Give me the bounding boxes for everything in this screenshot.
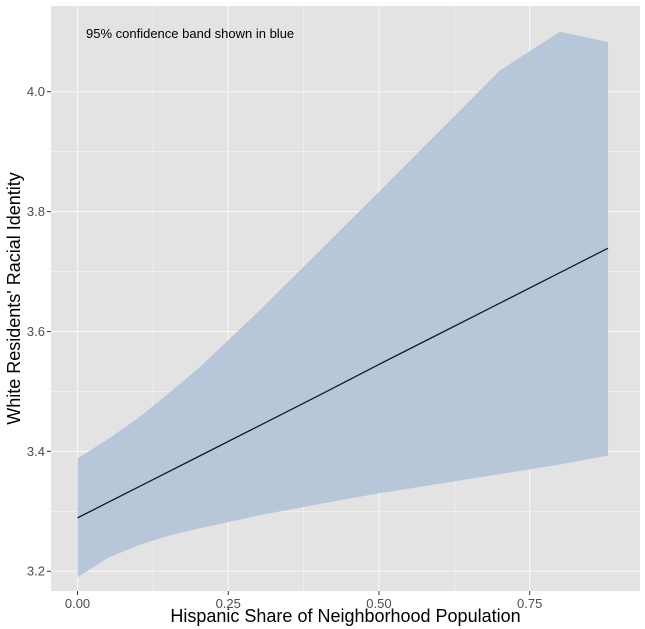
y-tick-label: 3.8 <box>27 204 45 219</box>
x-tick-label: 0.25 <box>216 596 241 611</box>
x-tick-label: 0.50 <box>366 596 391 611</box>
annotation: 95% confidence band shown in blue <box>86 26 294 41</box>
confidence-band <box>77 31 609 578</box>
x-tick-label: 0.75 <box>517 596 542 611</box>
y-tick-label: 3.6 <box>27 324 45 339</box>
y-axis-title: White Residents' Racial Identity <box>4 172 24 425</box>
fitted-line <box>77 247 609 519</box>
x-axis-title: Hispanic Share of Neighborhood Populatio… <box>170 606 520 626</box>
y-tick-label: 3.2 <box>27 564 45 579</box>
x-tick-label: 0.00 <box>65 596 90 611</box>
x-axis-ticks: 0.00 0.25 0.50 0.75 <box>65 591 542 611</box>
y-axis-ticks: 3.2 3.4 3.6 3.8 4.0 <box>27 84 51 579</box>
y-tick-label: 4.0 <box>27 84 45 99</box>
y-tick-label: 3.4 <box>27 444 45 459</box>
